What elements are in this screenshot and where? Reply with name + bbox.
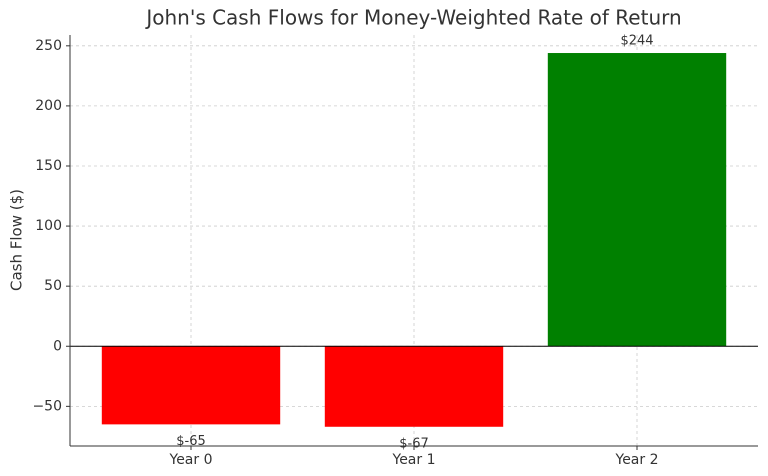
y-axis-label: Cash Flow ($) bbox=[8, 189, 26, 291]
value-label: $-65 bbox=[176, 434, 206, 449]
x-tick-label: Year 0 bbox=[169, 452, 213, 468]
x-tick-label: Year 2 bbox=[615, 452, 659, 468]
y-tick-label: 250 bbox=[35, 38, 62, 54]
y-tick-label: 150 bbox=[35, 158, 62, 174]
chart-title: John's Cash Flows for Money-Weighted Rat… bbox=[144, 6, 681, 30]
bar bbox=[547, 53, 727, 347]
value-label: $244 bbox=[620, 34, 653, 49]
y-tick-label: 200 bbox=[35, 98, 62, 114]
bar bbox=[324, 346, 504, 427]
y-tick-label: 100 bbox=[35, 218, 62, 234]
x-tick-label: Year 1 bbox=[392, 452, 436, 468]
value-label: $-67 bbox=[399, 436, 429, 451]
y-tick-label: 0 bbox=[53, 338, 62, 354]
y-tick-label: 50 bbox=[44, 278, 62, 294]
bar bbox=[101, 346, 281, 425]
y-tick-label: −50 bbox=[32, 398, 62, 414]
